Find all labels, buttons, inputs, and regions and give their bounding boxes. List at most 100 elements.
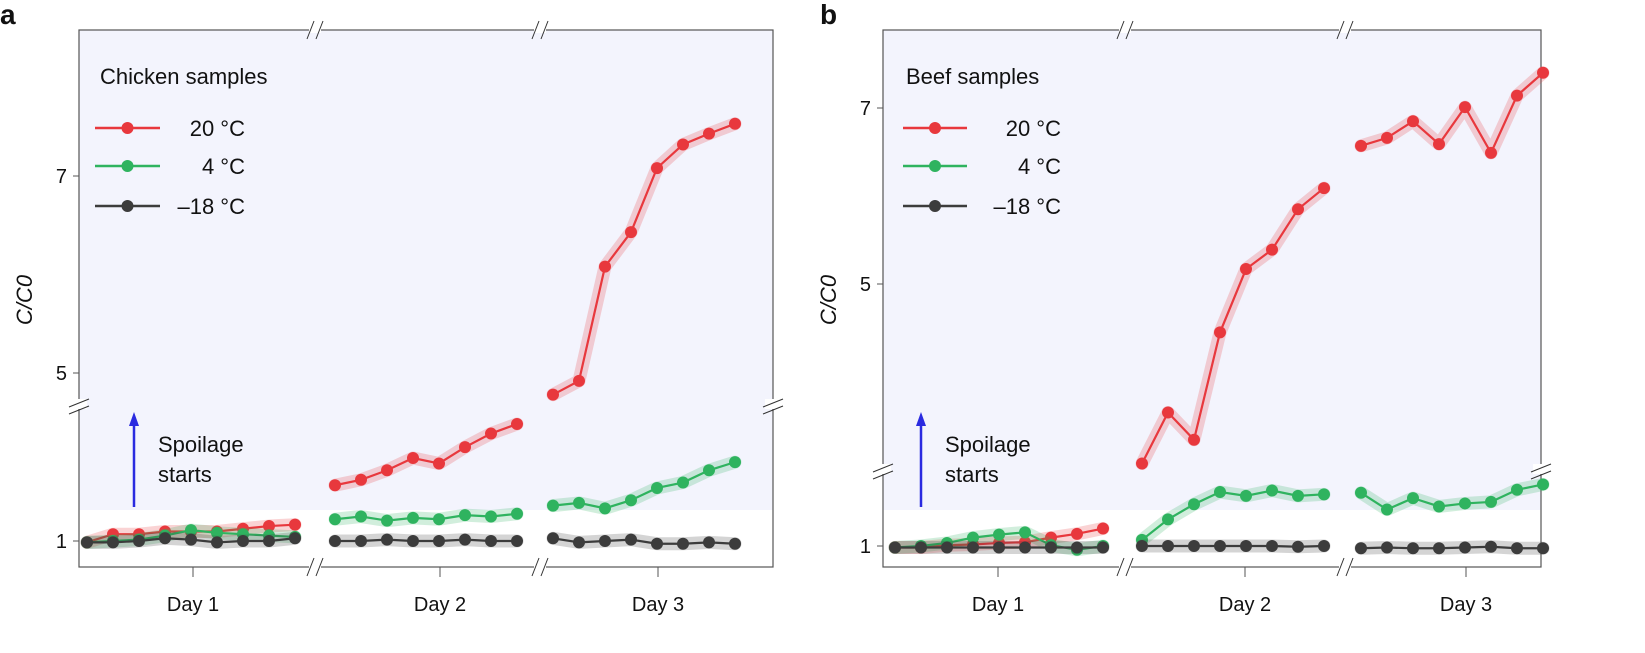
data-point [1162,540,1174,552]
axis-break-gap [309,27,321,33]
legend-marker [929,122,941,134]
x-tick-label: Day 2 [1219,594,1271,616]
data-point [433,535,445,547]
data-point [889,541,901,554]
data-point [1266,484,1278,497]
data-point [185,533,197,546]
data-point [1485,495,1497,508]
plot-frame [78,29,774,568]
x-tick-label: Day 2 [414,594,466,616]
data-point [1162,406,1174,419]
axis-break-mark [531,557,540,577]
data-point [729,117,741,130]
data-point [1433,542,1445,555]
axis-break-gap [534,564,546,570]
data-point [1071,527,1083,540]
data-point [329,513,341,526]
data-point [599,535,611,547]
data-point [81,536,93,549]
data-point [677,138,689,151]
data-point [1459,101,1471,114]
data-point [433,457,445,470]
data-point [625,226,637,239]
axis-break-gap [1339,564,1351,570]
data-point [407,511,419,524]
y-tick-label: 7 [56,166,67,188]
data-point [1240,263,1252,276]
data-point [1214,326,1226,339]
data-point [329,535,341,547]
plot-background [883,30,1541,510]
legend-label: 4 °C [1018,154,1061,179]
data-point [703,536,715,549]
data-point [1381,503,1393,516]
series-line [1141,187,1325,465]
data-point [547,388,559,401]
data-point [329,479,341,492]
series-green [80,455,742,549]
axis-break-gap [875,464,891,474]
data-point [729,537,741,550]
axis-break-mark [1336,557,1345,577]
axis-break-mark [1116,20,1125,40]
x-tick-label: Day 1 [972,594,1024,616]
panel-a: a C/C0 1 5 7 Day 1 Day 2 Day 3 20 °C 4 °C –18 °C Ch… [0,0,784,616]
data-point [1459,497,1471,510]
data-point [547,532,559,545]
data-point [459,533,471,546]
axis-break-mark [306,557,315,577]
data-point [485,510,497,523]
data-point [185,524,197,537]
axis-break-mark [1345,557,1354,577]
axis-break-mark [762,398,784,408]
axis-break-mark [531,20,540,40]
annotation-line2: starts [945,462,999,487]
data-point [1511,483,1523,496]
legend-label: –18 °C [993,194,1061,219]
data-point [159,532,171,545]
data-point [599,502,611,515]
data-point [433,513,445,526]
legend-marker [121,122,134,134]
data-point [1355,139,1367,152]
data-point [1355,486,1367,499]
data-point [459,509,471,522]
data-point [651,537,663,550]
data-point [1433,138,1445,151]
data-point [1485,146,1497,159]
data-point [1355,542,1367,555]
data-point [289,532,301,545]
series-black [80,531,742,551]
data-point [1136,457,1148,470]
y-tick-label: 7 [860,98,871,120]
data-point [573,496,585,509]
data-point [211,536,223,549]
axis-break-mark [1530,470,1552,480]
data-point [1537,478,1549,491]
data-point [289,518,301,531]
legend-label: –18 °C [177,194,245,219]
data-point [677,476,689,489]
axis-break-mark [1125,20,1134,40]
data-point [1292,540,1304,553]
axis-break-gap [534,27,546,33]
axis-break-mark [68,405,90,415]
legend-label: 4 °C [202,154,245,179]
annotation-line2: starts [158,462,212,487]
data-point [485,427,497,440]
axis-break-mark [315,20,324,40]
data-point [1071,541,1083,554]
data-point [967,531,979,544]
data-point [1214,486,1226,499]
data-point [703,464,715,477]
data-point [1381,131,1393,144]
axis-break-gap [71,399,87,409]
data-point [1485,540,1497,553]
x-tick-label: Day 3 [1440,594,1492,616]
y-tick-label: 1 [860,536,871,558]
legend-marker [121,160,134,172]
data-point [1537,542,1549,555]
data-point [1214,540,1226,552]
data-point [1188,498,1200,511]
